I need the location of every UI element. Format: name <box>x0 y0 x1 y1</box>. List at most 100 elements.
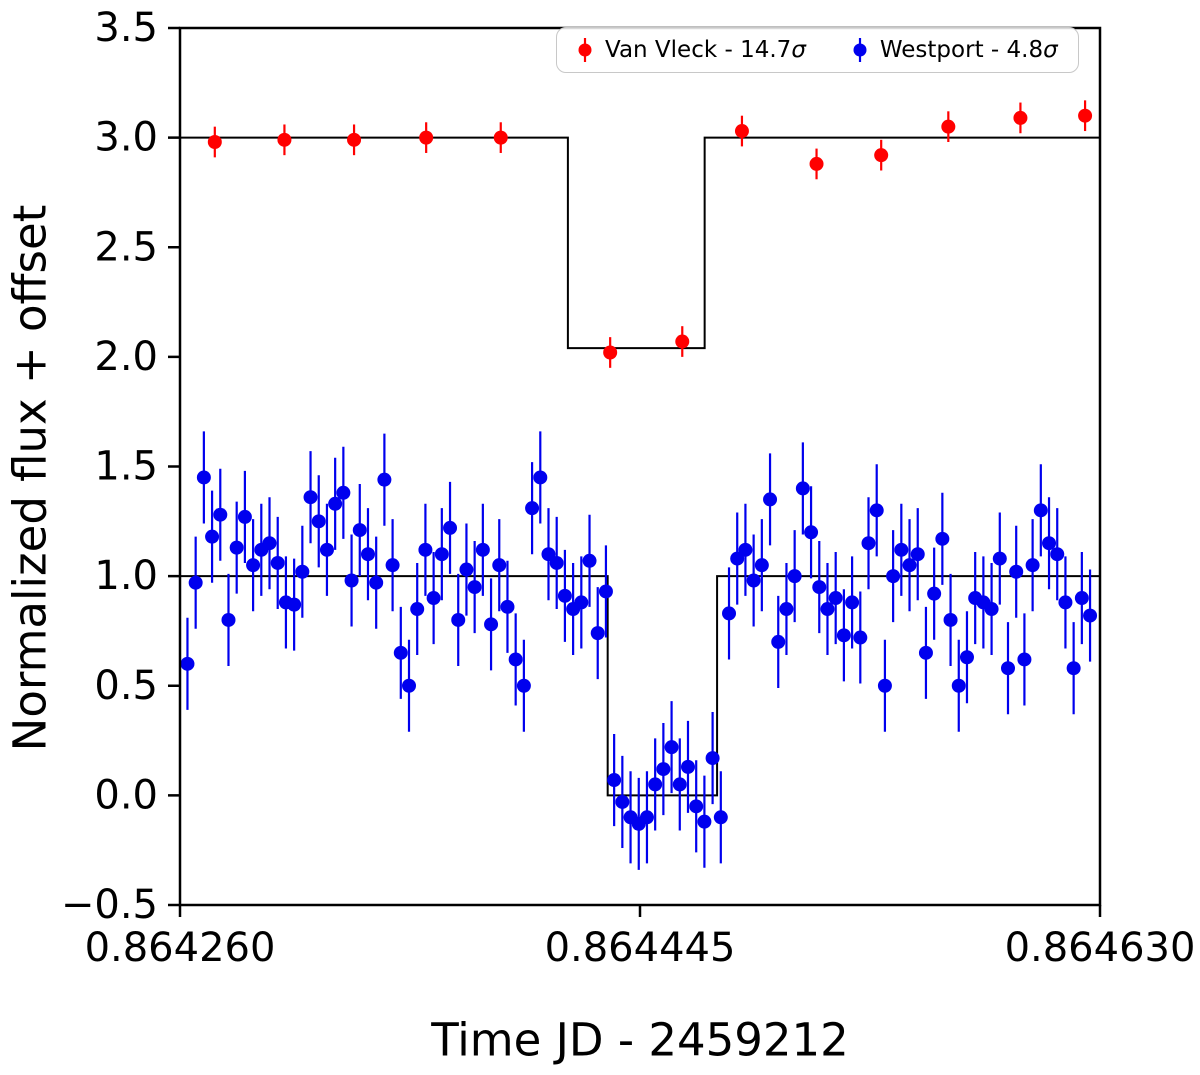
data-point <box>1025 558 1040 573</box>
data-point <box>812 580 827 595</box>
data-point <box>426 591 441 606</box>
data-point <box>722 606 737 621</box>
sigma-symbol: σ <box>791 37 806 63</box>
data-point <box>533 470 548 485</box>
legend: Van Vleck - 14.7σ Westport - 4.8σ <box>556 27 1079 73</box>
data-point <box>734 124 749 139</box>
data-point <box>886 569 901 584</box>
data-point <box>598 584 613 599</box>
data-point <box>402 678 417 693</box>
data-point <box>180 656 195 671</box>
data-point <box>927 586 942 601</box>
data-point <box>500 599 515 614</box>
y-tick-label: 2.5 <box>94 224 158 270</box>
data-point <box>484 617 499 632</box>
data-point <box>656 762 671 777</box>
data-point <box>746 573 761 588</box>
data-point <box>804 525 819 540</box>
data-point <box>787 569 802 584</box>
data-point <box>369 575 384 590</box>
data-point <box>918 645 933 660</box>
data-point <box>1013 110 1028 125</box>
data-point <box>525 501 540 516</box>
data-point <box>680 759 695 774</box>
data-point <box>763 492 778 507</box>
series-van-vleck <box>180 100 1100 368</box>
data-point <box>603 345 618 360</box>
data-point <box>902 558 917 573</box>
y-tick-label: −0.5 <box>61 882 158 928</box>
series-westport <box>180 431 1100 870</box>
data-point <box>347 132 362 147</box>
legend-label-text: Van Vleck - 14.7 <box>605 37 792 63</box>
data-point <box>1017 652 1032 667</box>
data-point <box>557 588 572 603</box>
data-point <box>1074 591 1089 606</box>
legend-label-text: Westport - 4.8 <box>879 37 1044 63</box>
data-point <box>689 799 704 814</box>
data-point <box>410 602 425 617</box>
data-point <box>237 509 252 524</box>
plot-border <box>178 26 1102 907</box>
data-point <box>845 595 860 610</box>
van-vleck-model-line <box>180 136 1100 350</box>
y-tick-label: 2.0 <box>94 334 158 380</box>
data-point <box>615 794 630 809</box>
legend-marker-dot <box>853 43 867 57</box>
data-point <box>894 542 909 557</box>
data-point <box>861 536 876 551</box>
data-point <box>672 777 687 792</box>
data-point <box>992 551 1007 566</box>
data-point <box>1058 595 1073 610</box>
red-errorbar-marker-icon <box>578 38 592 62</box>
legend-label-van-vleck: Van Vleck - 14.7σ <box>605 37 806 63</box>
data-point <box>1078 108 1093 123</box>
y-tick-label: 0.5 <box>94 663 158 709</box>
data-point <box>738 542 753 557</box>
data-point <box>582 553 597 568</box>
data-point <box>344 573 359 588</box>
y-axis-label: Normalized flux + offset <box>3 204 57 752</box>
data-point <box>1033 503 1048 518</box>
data-point <box>352 523 367 538</box>
legend-item-westport: Westport - 4.8σ <box>852 35 1058 65</box>
data-point <box>434 547 449 562</box>
data-point <box>229 540 244 555</box>
data-point <box>1066 661 1081 676</box>
data-point <box>874 148 889 163</box>
data-point <box>287 597 302 612</box>
data-point <box>451 612 466 627</box>
data-point <box>713 810 728 825</box>
y-tick-label: 0.0 <box>94 772 158 818</box>
y-tick-label: 1.0 <box>94 553 158 599</box>
data-point <box>877 678 892 693</box>
y-tick-label: 1.5 <box>94 444 158 490</box>
data-point <box>360 547 375 562</box>
data-point <box>984 602 999 617</box>
data-point <box>319 542 334 557</box>
y-tick-label: 3.0 <box>94 115 158 161</box>
data-point <box>648 777 663 792</box>
data-point <box>951 678 966 693</box>
data-point <box>508 652 523 667</box>
legend-item-van-vleck: Van Vleck - 14.7σ <box>577 35 806 65</box>
data-point <box>795 481 810 496</box>
data-point <box>196 470 211 485</box>
data-point <box>541 547 556 562</box>
data-point <box>941 119 956 134</box>
data-point <box>1042 536 1057 551</box>
data-point <box>419 130 434 145</box>
data-point <box>809 156 824 171</box>
data-point <box>393 645 408 660</box>
data-point <box>443 520 458 535</box>
data-point <box>459 562 474 577</box>
data-point <box>188 575 203 590</box>
data-point <box>277 132 292 147</box>
data-point <box>869 503 884 518</box>
data-point <box>820 602 835 617</box>
data-point <box>328 496 343 511</box>
data-point <box>959 650 974 665</box>
data-point <box>270 555 285 570</box>
